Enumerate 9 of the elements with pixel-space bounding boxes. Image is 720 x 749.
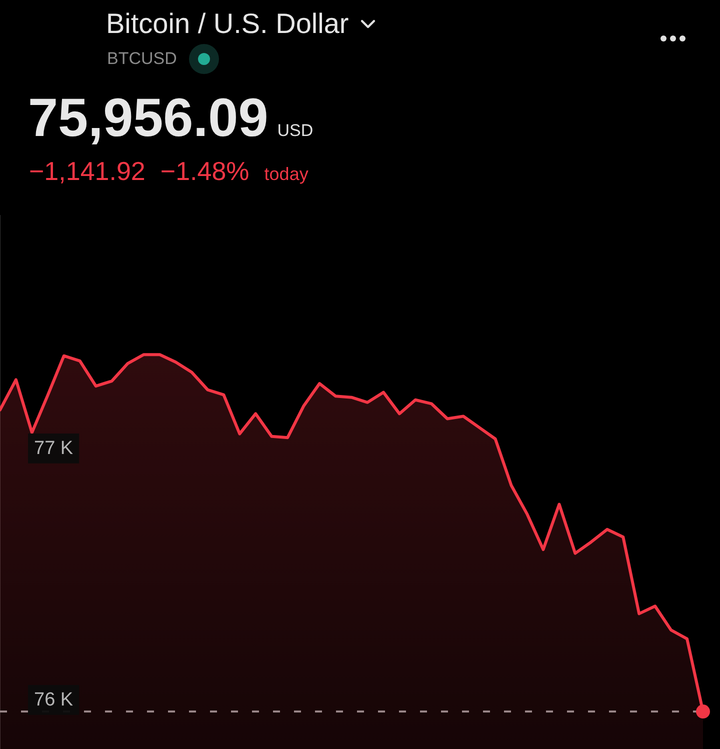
text: today: [264, 164, 308, 185]
y-tick-label: 77 K: [34, 438, 74, 460]
y-tick-label: 76 K: [34, 690, 74, 711]
text: −1,141.92: [29, 156, 146, 186]
chart-subtitle: BTCUSD: [107, 48, 177, 70]
text: 75,956.09: [28, 87, 268, 149]
text: −1.48%: [160, 156, 250, 186]
chart-title: Bitcoin / U.S. Dollar: [106, 7, 349, 41]
text: USD: [277, 121, 314, 141]
